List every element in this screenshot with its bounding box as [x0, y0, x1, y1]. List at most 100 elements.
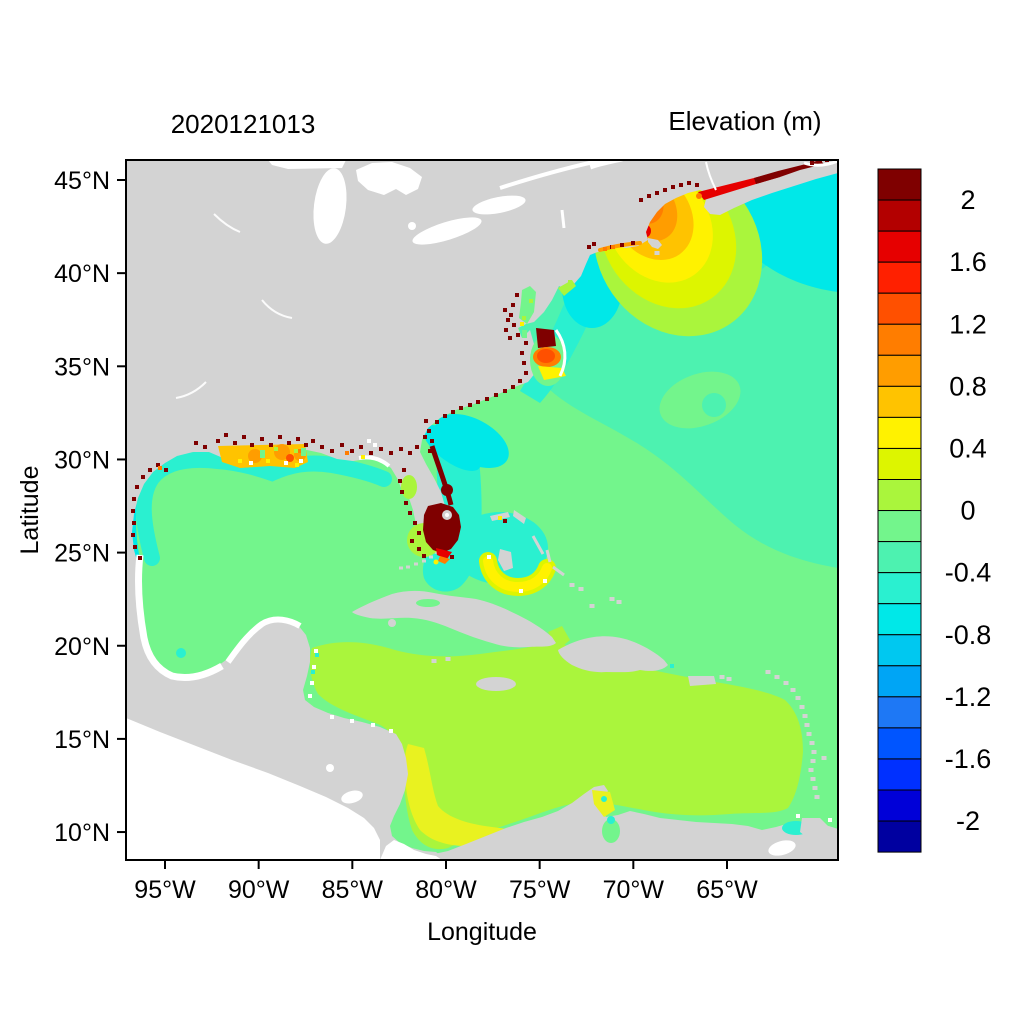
x-axis: 95°W 90°W 85°W 80°W 75°W 70°W 65°W [134, 860, 758, 904]
speckle-orange [158, 466, 162, 470]
speckle-white [796, 814, 800, 818]
wetdry-speckle-darkred [389, 451, 393, 455]
wetdry-speckle-darkred [428, 449, 432, 453]
small-island [783, 681, 789, 685]
colorbar-segment [877, 572, 922, 605]
river-squiggle-2 [261, 299, 293, 319]
wetdry-speckle-darkred [430, 439, 434, 443]
gulf-of-venezuela-yellow [592, 790, 615, 817]
land-andros [498, 549, 513, 571]
wetdry-speckle-darkred [164, 468, 168, 472]
wetdry-speckle-darkred [398, 479, 402, 483]
colorbar-tick-label: -0.8 [945, 620, 992, 650]
wetdry-speckle-darkred [506, 318, 510, 322]
speckle-white [350, 719, 354, 723]
colorbar-segment [877, 199, 922, 232]
speckle-white [312, 665, 316, 669]
wetdry-speckle-darkred [810, 161, 814, 165]
wetdry-speckle-darkred [400, 490, 404, 494]
x-axis-label: Longitude [427, 918, 537, 946]
wetdry-speckle-darkred [524, 371, 528, 375]
speckle-orange [297, 449, 301, 453]
wetdry-speckle-darkred [311, 439, 315, 443]
wetdry-speckle-darkred [224, 433, 228, 437]
small-island [809, 741, 815, 745]
florida-keys-island [406, 565, 410, 569]
land-trinidad [800, 818, 828, 840]
speckle-white [828, 818, 832, 822]
gulf-of-fonseca [326, 764, 334, 772]
wfl-yellowgreen-1 [401, 475, 417, 499]
speckle-white [487, 555, 491, 559]
wetdry-speckle-darkred [287, 441, 291, 445]
wetdry-speckle-darkred [587, 245, 591, 249]
lake-nicaragua [341, 790, 363, 804]
colorbar-segment [877, 603, 922, 636]
gulf-of-panama-no-data [380, 840, 442, 860]
small-island [726, 677, 732, 681]
speckle-white [543, 579, 547, 583]
wetdry-speckle-darkred [330, 449, 334, 453]
wetdry-speckle-darkred [631, 241, 635, 245]
wetdry-speckle-darkred [417, 531, 421, 535]
colorbar-tick-label: 0.8 [949, 371, 987, 401]
small-island [654, 251, 660, 255]
campeche-turquoise-dot [176, 648, 186, 658]
x-tick-label: 80°W [415, 876, 477, 904]
speckle-yellow [238, 459, 242, 463]
florida-keys-island [429, 555, 433, 559]
y-tick-label: 30°N [54, 446, 110, 474]
y-axis: 45°N 40°N 35°N 30°N 25°N 20°N 15°N 10°N [54, 167, 126, 847]
y-tick-label: 20°N [54, 633, 110, 661]
lake-superior-sliver [268, 160, 346, 169]
colorbar-segment [877, 168, 922, 201]
y-tick-label: 45°N [54, 167, 110, 195]
colorbar-tick-label: -0.4 [945, 558, 992, 588]
x-tick-label: 85°W [322, 876, 384, 904]
windward-passage-leak [548, 626, 570, 650]
colorbar-tick-label: 2 [960, 185, 975, 215]
land-abaco [513, 510, 526, 524]
speckle-white [310, 681, 314, 685]
land-north-america [126, 160, 838, 860]
colorbar-segment [877, 292, 922, 325]
speckle-lightgreen [529, 299, 533, 303]
wetdry-speckle-darkred [415, 445, 419, 449]
wetdry-speckle-darkred [203, 445, 207, 449]
florida-keys-island [414, 562, 418, 566]
colorbar-segment [877, 696, 922, 729]
wetdry-speckle-darkred [520, 351, 524, 355]
lake-huron [356, 162, 422, 195]
speckle-white [519, 589, 523, 593]
x-tick-label: 65°W [696, 876, 758, 904]
lake-ontario [472, 195, 526, 215]
isle-of-youth [388, 619, 396, 627]
wetdry-speckle-darkred [503, 389, 507, 393]
wetdry-speckle-darkred [399, 447, 403, 451]
speckle-orange [603, 247, 607, 251]
lake-st-clair [408, 222, 416, 230]
small-island [804, 723, 810, 727]
speckle-turquoise [311, 670, 315, 674]
colorbar-segment [877, 820, 922, 853]
speckle-yellow [361, 455, 365, 459]
lake-okeechobee-white [445, 513, 449, 517]
wetdry-speckle-darkred [620, 243, 624, 247]
fl-eastcoast-darkred-strip [429, 445, 454, 506]
colorbar-segment [877, 789, 922, 822]
speckle-white [299, 459, 303, 463]
wetdry-speckle-darkred [369, 451, 373, 455]
speckle-yellow [520, 322, 524, 326]
wetdry-speckle-darkred [592, 242, 596, 246]
speckle-green [260, 450, 265, 458]
wetdry-speckle-darkred [340, 443, 344, 447]
land-hispaniola [558, 636, 668, 673]
speckle-white [371, 723, 375, 727]
wetdry-speckle-darkred [435, 420, 439, 424]
wetdry-speckle-darkred [413, 521, 417, 525]
louisiana-orangered-spot [286, 454, 294, 462]
wetdry-speckle-darkred [524, 341, 528, 345]
wetdry-speckle-darkred [818, 160, 822, 163]
small-island [578, 587, 584, 591]
everglades-red-fringe [436, 548, 452, 559]
